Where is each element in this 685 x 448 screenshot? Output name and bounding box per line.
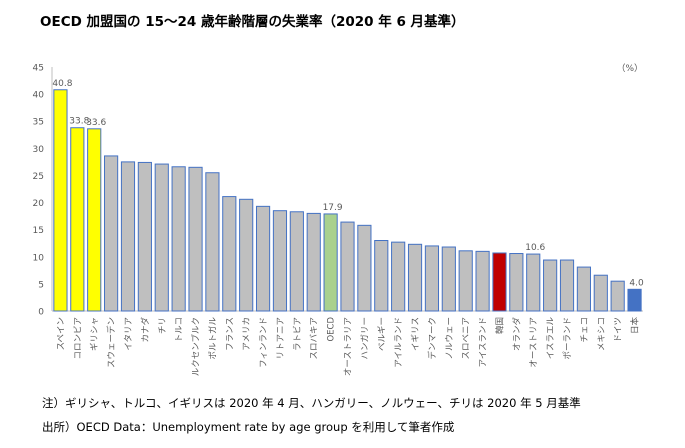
x-tick-label: ラトビア xyxy=(293,317,303,351)
x-tick-label: ノルウェー xyxy=(445,317,455,360)
data-label: 33.6 xyxy=(86,118,106,128)
bar xyxy=(543,259,558,312)
bar xyxy=(70,127,85,312)
y-tick-label: 10 xyxy=(33,253,45,263)
x-tick-label: アイルランド xyxy=(394,317,404,368)
bar xyxy=(323,213,338,312)
data-label: 4.0 xyxy=(629,278,644,288)
bar xyxy=(424,245,440,312)
bar xyxy=(407,243,423,312)
chart-title: OECD 加盟国の 15〜24 歳年齢階層の失業率（2020 年 6 月基準） xyxy=(40,14,465,30)
y-tick-label: 20 xyxy=(33,199,45,209)
y-tick-label: 0 xyxy=(38,308,44,318)
x-tick-label: リトアニア xyxy=(276,317,286,359)
bar xyxy=(475,250,490,312)
x-tick-label: コロンビア xyxy=(73,317,83,360)
bar xyxy=(154,163,169,312)
x-tick-label: フランス xyxy=(225,317,235,351)
bar xyxy=(492,252,507,312)
x-tick-label: ベルギー xyxy=(377,317,387,351)
x-tick-label: オランダ xyxy=(511,317,522,352)
bar-chart: 0 5 10 15 20 25 30 35 40 45 （%） スペイン コロンビア ギリシャ スウェーデン… xyxy=(33,63,644,376)
x-tick-label: チリ xyxy=(158,317,168,334)
y-tick-label: 25 xyxy=(33,172,44,182)
x-tick-label: カナダ xyxy=(140,317,151,343)
bar xyxy=(188,166,203,312)
y-tick-label: 45 xyxy=(33,64,44,74)
bar xyxy=(289,211,304,312)
x-tick-label: ギリシャ xyxy=(90,317,100,351)
x-tick-label: チェコ xyxy=(580,317,590,343)
bar xyxy=(526,253,541,312)
data-label: 33.8 xyxy=(69,117,89,127)
x-tick-label: 韓国 xyxy=(494,317,505,334)
x-tick-label: スペイン xyxy=(56,317,66,350)
x-tick-label: スロベニア xyxy=(462,317,472,360)
bar xyxy=(627,288,642,312)
x-tick-label: オーストリア xyxy=(529,317,539,368)
x-tick-label: 日本 xyxy=(630,317,641,335)
y-tick-label: 15 xyxy=(33,226,44,236)
bar xyxy=(137,161,152,312)
x-tick-label: デンマーク xyxy=(427,317,438,360)
bar xyxy=(391,241,406,312)
bar xyxy=(458,250,473,312)
bar xyxy=(357,224,372,312)
bar xyxy=(610,280,625,312)
y-tick-label: 5 xyxy=(38,280,44,290)
bar xyxy=(255,205,271,312)
bar xyxy=(559,259,575,312)
x-tick-label: スロバキア xyxy=(310,317,320,360)
x-tick-label: オーストラリア xyxy=(344,317,354,376)
bar xyxy=(205,172,220,312)
bar xyxy=(441,246,456,312)
x-tick-label: ポルトガル xyxy=(207,317,218,360)
x-tick-label: イスラエル xyxy=(546,317,556,360)
x-tick-label: ポーランド xyxy=(563,317,573,360)
y-tick-label: 30 xyxy=(33,145,45,155)
bar xyxy=(104,155,119,312)
y-unit-label: （%） xyxy=(616,63,643,74)
x-tick-label: アメリカ xyxy=(242,317,252,351)
x-tick-label: OECD xyxy=(327,317,337,342)
source-note: 出所）OECD Data：Unemployment rate by age gr… xyxy=(42,420,455,434)
y-tick-label: 40 xyxy=(33,91,45,101)
bar xyxy=(374,240,389,312)
bar xyxy=(239,198,254,312)
x-tick-label: イギリス xyxy=(411,317,421,351)
x-tick-label: ルクセンブルク xyxy=(191,317,202,376)
bar xyxy=(509,253,524,312)
bar xyxy=(222,196,237,312)
bar xyxy=(306,212,321,312)
x-tick-label: アイスランド xyxy=(479,317,489,367)
bar xyxy=(120,161,136,312)
x-tick-label: ドイツ xyxy=(614,317,624,343)
bar xyxy=(171,166,186,312)
bar xyxy=(340,221,355,312)
bar xyxy=(87,128,102,312)
x-tick-label: トルコ xyxy=(175,317,185,342)
y-tick-label: 35 xyxy=(33,118,44,128)
bar xyxy=(576,266,591,312)
footnote: 注）ギリシャ、トルコ、イギリスは 2020 年 4 月、ハンガリー、ノルウェー、… xyxy=(42,396,581,410)
data-label: 10.6 xyxy=(525,243,545,253)
x-tick-label: メキシコ xyxy=(597,317,607,351)
x-tick-label: フィンランド xyxy=(259,317,269,368)
x-tick-label: スウェーデン xyxy=(106,317,117,368)
bar xyxy=(53,89,68,312)
data-label: 17.9 xyxy=(323,203,343,213)
data-label: 40.8 xyxy=(52,79,72,89)
bar xyxy=(272,210,288,312)
x-tick-label: ハンガリー xyxy=(359,317,370,360)
bar xyxy=(593,274,608,312)
x-tick-label: イタリア xyxy=(124,317,134,351)
